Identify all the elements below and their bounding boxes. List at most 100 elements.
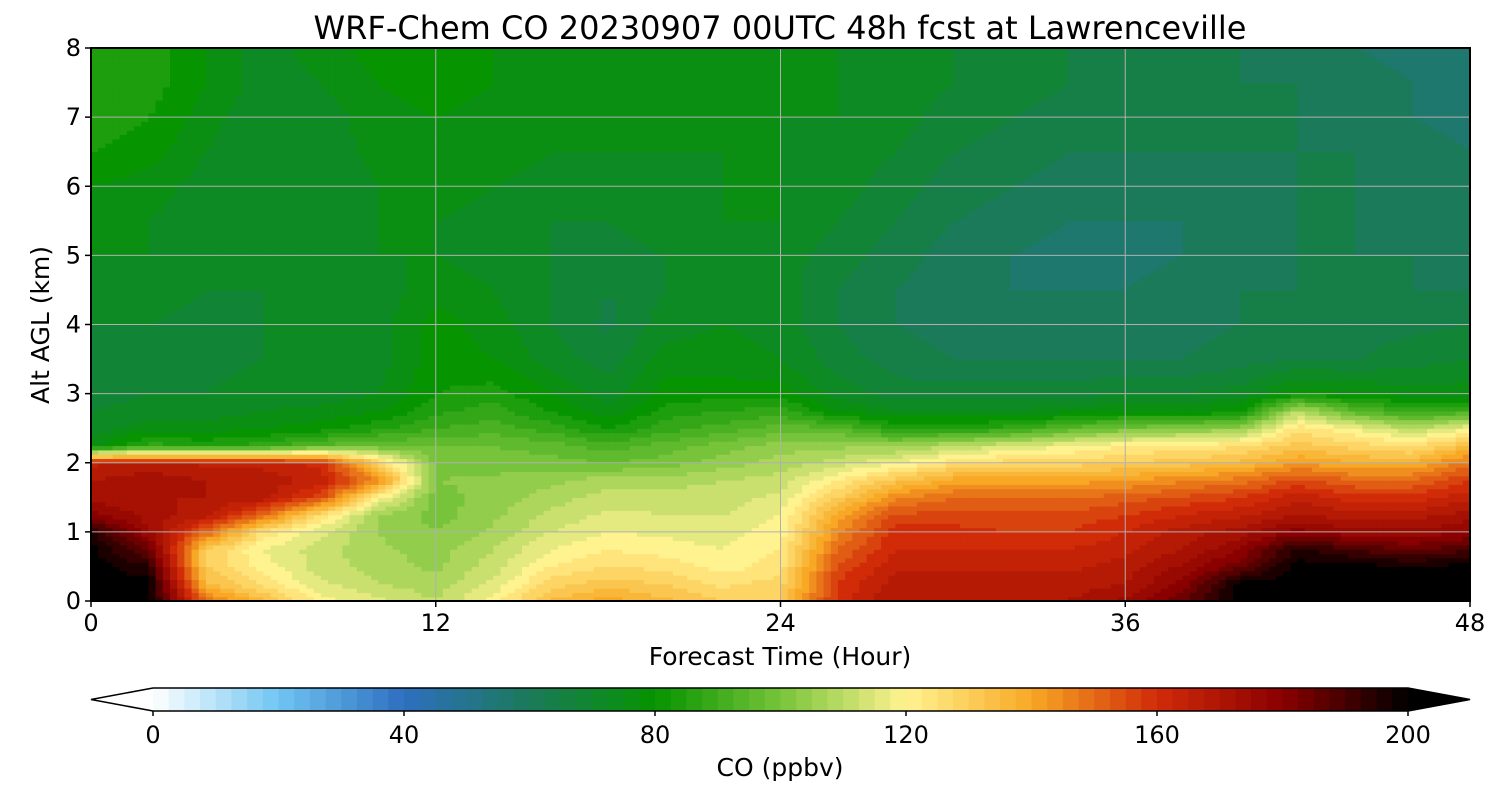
- heatmap-cell: [342, 584, 350, 589]
- heatmap-cell: [421, 519, 429, 524]
- heatmap-cell: [759, 523, 767, 528]
- heatmap-cell: [256, 541, 264, 546]
- heatmap-cell: [1183, 510, 1191, 515]
- heatmap-cell: [91, 566, 99, 571]
- heatmap-cell: [1362, 532, 1370, 537]
- heatmap-cell: [601, 553, 609, 558]
- heatmap-cell: [1176, 588, 1184, 593]
- heatmap-cell: [421, 579, 429, 584]
- heatmap-cell: [486, 571, 494, 576]
- heatmap-cell: [479, 562, 487, 567]
- heatmap-cell: [206, 532, 214, 537]
- heatmap-cell: [895, 506, 903, 511]
- heatmap-cell: [256, 515, 264, 520]
- heatmap-cell: [148, 493, 156, 498]
- heatmap-cell: [227, 592, 235, 597]
- heatmap-cell: [515, 493, 523, 498]
- heatmap-cell: [1456, 575, 1464, 580]
- heatmap-cell: [98, 510, 106, 515]
- heatmap-cell: [464, 545, 472, 550]
- heatmap-cell: [1427, 493, 1435, 498]
- heatmap-cell: [1018, 523, 1026, 528]
- heatmap-cell: [515, 588, 523, 593]
- heatmap-cell: [371, 515, 379, 520]
- heatmap-cell: [1233, 545, 1241, 550]
- heatmap-cell: [1255, 536, 1263, 541]
- heatmap-cell: [1377, 592, 1385, 597]
- heatmap-cell: [694, 553, 702, 558]
- heatmap-cell: [1262, 549, 1270, 554]
- heatmap-cell: [256, 553, 264, 558]
- heatmap-cell: [378, 584, 386, 589]
- heatmap-cell: [766, 579, 774, 584]
- heatmap-cell: [314, 549, 322, 554]
- heatmap-cell: [773, 545, 781, 550]
- heatmap-cell: [1104, 575, 1112, 580]
- heatmap-cell: [924, 562, 932, 567]
- heatmap-cell: [967, 489, 975, 494]
- heatmap-cell: [464, 553, 472, 558]
- heatmap-cell: [845, 549, 853, 554]
- heatmap-cell: [464, 493, 472, 498]
- heatmap-cell: [1319, 562, 1327, 567]
- heatmap-cell: [1341, 506, 1349, 511]
- heatmap-cell: [982, 502, 990, 507]
- heatmap-cell: [816, 579, 824, 584]
- heatmap-cell: [421, 553, 429, 558]
- heatmap-cell: [773, 592, 781, 597]
- heatmap-cell: [1398, 519, 1406, 524]
- heatmap-cell: [687, 566, 695, 571]
- heatmap-cell: [1197, 497, 1205, 502]
- heatmap-cell: [788, 493, 796, 498]
- heatmap-cell: [464, 558, 472, 563]
- heatmap-cell: [242, 562, 250, 567]
- heatmap-cell: [1046, 588, 1054, 593]
- heatmap-cell: [831, 571, 839, 576]
- heatmap-cell: [314, 588, 322, 593]
- heatmap-cell: [723, 523, 731, 528]
- heatmap-cell: [1348, 532, 1356, 537]
- heatmap-cell: [508, 523, 516, 528]
- heatmap-cell: [163, 497, 171, 502]
- heatmap-cell: [184, 549, 192, 554]
- heatmap-cell: [515, 532, 523, 537]
- heatmap-cell: [737, 497, 745, 502]
- heatmap-cell: [1355, 515, 1363, 520]
- heatmap-cell: [816, 541, 824, 546]
- heatmap-cell: [429, 566, 437, 571]
- heatmap-cell: [113, 519, 121, 524]
- heatmap-cell: [443, 575, 451, 580]
- heatmap-cell: [436, 515, 444, 520]
- heatmap-cell: [120, 579, 128, 584]
- heatmap-cell: [177, 592, 185, 597]
- heatmap-cell: [666, 549, 674, 554]
- heatmap-cell: [500, 506, 508, 511]
- heatmap-cell: [400, 497, 408, 502]
- heatmap-cell: [1283, 536, 1291, 541]
- heatmap-cell: [199, 536, 207, 541]
- heatmap-cell: [127, 536, 135, 541]
- heatmap-cell: [500, 523, 508, 528]
- heatmap-cell: [543, 575, 551, 580]
- heatmap-cell: [335, 584, 343, 589]
- heatmap-cell: [1398, 497, 1406, 502]
- heatmap-cell: [1154, 588, 1162, 593]
- heatmap-cell: [737, 545, 745, 550]
- heatmap-cell: [1290, 532, 1298, 537]
- heatmap-cell: [816, 553, 824, 558]
- heatmap-cell: [450, 562, 458, 567]
- heatmap-cell: [845, 571, 853, 576]
- heatmap-cell: [1211, 536, 1219, 541]
- heatmap-cell: [371, 584, 379, 589]
- heatmap-cell: [400, 523, 408, 528]
- heatmap-cell: [1039, 536, 1047, 541]
- heatmap-cell: [393, 545, 401, 550]
- heatmap-cell: [1082, 502, 1090, 507]
- heatmap-cell: [895, 519, 903, 524]
- heatmap-cell: [565, 575, 573, 580]
- heatmap-cell: [522, 523, 530, 528]
- heatmap-cell: [658, 515, 666, 520]
- heatmap-cell: [795, 541, 803, 546]
- heatmap-cell: [385, 584, 393, 589]
- heatmap-cell: [206, 536, 214, 541]
